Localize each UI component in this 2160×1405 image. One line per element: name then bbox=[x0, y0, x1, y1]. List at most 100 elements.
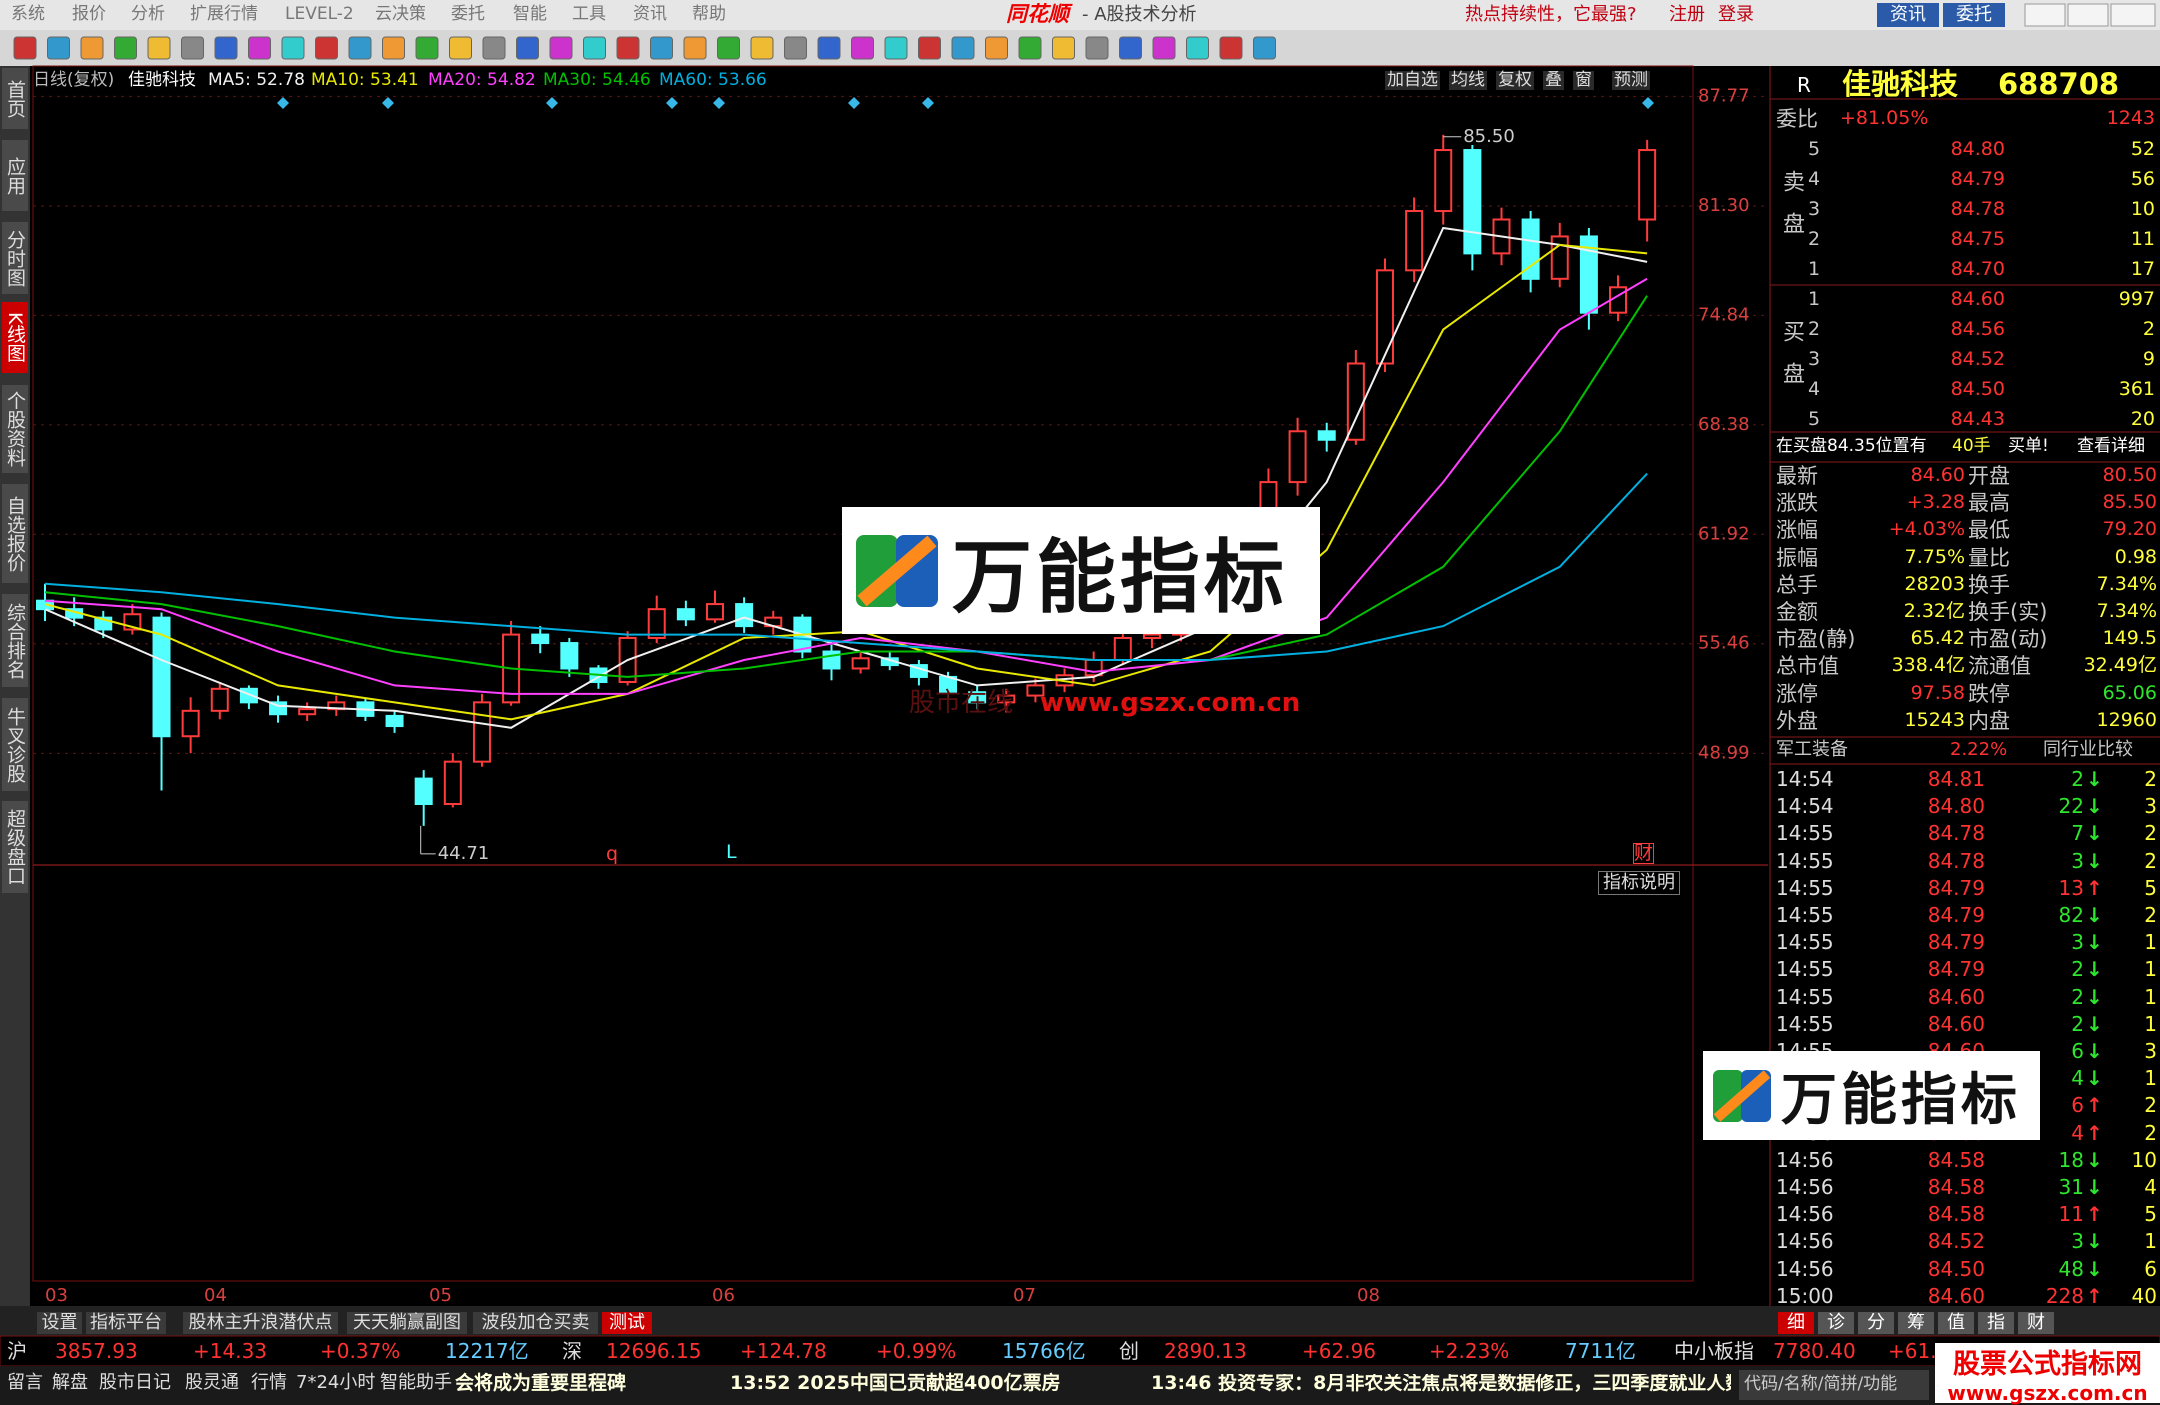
chart-button[interactable]: 预测 bbox=[1612, 70, 1650, 90]
chart-button[interactable]: 叠 bbox=[1543, 70, 1564, 90]
toolbar-icon[interactable] bbox=[683, 36, 707, 60]
sidebar-tab[interactable]: K线图 bbox=[2, 302, 28, 373]
side-tab[interactable]: 分 bbox=[1858, 1312, 1894, 1334]
toolbar-icon[interactable] bbox=[884, 36, 908, 60]
sidebar-tab[interactable]: 超级盘口 bbox=[2, 801, 28, 893]
side-tab[interactable]: 值 bbox=[1938, 1312, 1974, 1334]
toolbar-icon[interactable] bbox=[784, 36, 807, 60]
toolbar-icon[interactable] bbox=[1018, 36, 1042, 60]
toolbar-icon[interactable] bbox=[281, 36, 305, 60]
toolbar-icon[interactable] bbox=[1186, 36, 1209, 60]
menu-item[interactable]: LEVEL-2 bbox=[285, 4, 354, 24]
toolbar-icon[interactable] bbox=[985, 36, 1008, 60]
toolbar-icon[interactable] bbox=[516, 36, 539, 60]
toolbar-icon[interactable] bbox=[248, 36, 271, 60]
menu-item[interactable]: 资讯 bbox=[633, 4, 667, 24]
toolbar-icon[interactable] bbox=[482, 36, 506, 60]
toolbar-icon[interactable] bbox=[583, 36, 606, 60]
news-button[interactable]: 7*24小时 bbox=[296, 1372, 376, 1393]
menu-item[interactable]: 扩展行情 bbox=[190, 4, 258, 24]
industry-compare[interactable]: 同行业比较 bbox=[2043, 739, 2133, 760]
toolbar-icon[interactable] bbox=[147, 36, 171, 60]
menu-item[interactable]: 系统 bbox=[11, 4, 45, 24]
menu-item[interactable]: 智能 bbox=[513, 4, 547, 24]
toolbar-icon[interactable] bbox=[1219, 36, 1243, 60]
toolbar-icon[interactable] bbox=[1119, 36, 1142, 60]
login-link[interactable]: 登录 bbox=[1718, 4, 1754, 25]
menu-item[interactable]: 帮助 bbox=[692, 4, 726, 24]
toolbar-icon[interactable] bbox=[47, 36, 70, 60]
toolbar-icon[interactable] bbox=[616, 36, 640, 60]
menu-item[interactable]: 分析 bbox=[131, 4, 165, 24]
sidebar-tab[interactable]: 个股资料 bbox=[2, 385, 28, 473]
news-button[interactable]: 智能助手 bbox=[380, 1372, 452, 1393]
side-tab[interactable]: 财 bbox=[2018, 1312, 2054, 1334]
sidebar-tab[interactable]: 牛叉诊股 bbox=[2, 698, 28, 791]
sidebar-tab[interactable]: 首页 bbox=[2, 68, 28, 129]
trade-button[interactable]: 委托 bbox=[1943, 3, 2005, 27]
toolbar-icon[interactable] bbox=[1052, 36, 1075, 60]
bottom-tab[interactable]: 股林主升浪潜伏点 bbox=[183, 1312, 338, 1334]
menu-item[interactable]: 报价 bbox=[72, 4, 106, 24]
search-hint[interactable]: 代码/名称/简拼/功能 bbox=[1744, 1374, 1898, 1394]
toolbar-icon[interactable] bbox=[449, 36, 472, 60]
ratio-label: 委比 bbox=[1776, 107, 1818, 131]
toolbar-icon[interactable] bbox=[717, 36, 740, 60]
sidebar-tab[interactable]: 分时图 bbox=[2, 222, 28, 294]
toolbar-icon[interactable] bbox=[382, 36, 405, 60]
toolbar-icon[interactable] bbox=[817, 36, 841, 60]
chart-button[interactable]: 加自选 bbox=[1385, 70, 1440, 90]
toolbar-icon[interactable] bbox=[1152, 36, 1176, 60]
toolbar-icon[interactable] bbox=[951, 36, 975, 60]
bottom-tab[interactable]: 波段加仓买卖 bbox=[473, 1312, 598, 1334]
close-button[interactable] bbox=[2110, 3, 2156, 27]
menu-item[interactable]: 云决策 bbox=[375, 4, 426, 24]
indicator-help[interactable]: 指标说明 bbox=[1598, 871, 1680, 895]
detail-link[interactable]: 查看详细 bbox=[2077, 436, 2145, 456]
toolbar-icon[interactable] bbox=[918, 36, 941, 60]
side-tab[interactable]: 诊 bbox=[1818, 1312, 1854, 1334]
search-box[interactable] bbox=[1739, 1370, 1929, 1400]
news-button[interactable]: 留言 bbox=[7, 1372, 43, 1393]
side-tab[interactable]: 指 bbox=[1978, 1312, 2014, 1334]
menu-item[interactable]: 委托 bbox=[451, 4, 485, 24]
register-link[interactable]: 注册 bbox=[1669, 4, 1705, 25]
toolbar-icon[interactable] bbox=[1085, 36, 1109, 60]
toolbar-icon[interactable] bbox=[348, 36, 372, 60]
toolbar-icon[interactable] bbox=[80, 36, 104, 60]
bottom-tab[interactable]: 指标平台 bbox=[86, 1312, 166, 1334]
toolbar-icon[interactable] bbox=[114, 36, 137, 60]
x-tick-label: 06 bbox=[712, 1285, 735, 1306]
bottom-tab[interactable]: 设置 bbox=[37, 1312, 82, 1334]
side-tab[interactable]: 筹 bbox=[1898, 1312, 1934, 1334]
news-button[interactable]: 股灵通 bbox=[185, 1372, 239, 1393]
bottom-tab[interactable]: 天天躺赢副图 bbox=[347, 1312, 467, 1334]
toolbar-icon[interactable] bbox=[650, 36, 673, 60]
side-tab[interactable]: 细 bbox=[1778, 1312, 1814, 1334]
sidebar-tab[interactable]: 综合排名 bbox=[2, 594, 28, 687]
toolbar-icon[interactable] bbox=[415, 36, 439, 60]
sidebar-tab[interactable]: 自选报价 bbox=[2, 484, 28, 583]
chart-button[interactable]: 窗 bbox=[1573, 70, 1594, 90]
toolbar-icon[interactable] bbox=[851, 36, 874, 60]
news-button[interactable]: 解盘 bbox=[52, 1372, 88, 1393]
restore-button[interactable] bbox=[2067, 3, 2109, 27]
menu-item[interactable]: 工具 bbox=[572, 4, 606, 24]
minimize-button[interactable] bbox=[2024, 3, 2066, 27]
chart-button[interactable]: 复权 bbox=[1496, 70, 1534, 90]
toolbar-icon[interactable] bbox=[214, 36, 238, 60]
index-field: 12217亿 bbox=[445, 1339, 529, 1363]
toolbar-icon[interactable] bbox=[181, 36, 204, 60]
toolbar-icon[interactable] bbox=[1253, 36, 1276, 60]
chart-button[interactable]: 均线 bbox=[1449, 70, 1487, 90]
news-button[interactable]: 行情 bbox=[251, 1372, 287, 1393]
promo-link[interactable]: 热点持续性，它最强? bbox=[1465, 4, 1637, 25]
toolbar-icon[interactable] bbox=[549, 36, 573, 60]
bottom-tab[interactable]: 测试 bbox=[602, 1312, 652, 1334]
news-button[interactable]: 资讯 bbox=[1877, 3, 1939, 27]
sidebar-tab[interactable]: 应用 bbox=[2, 140, 28, 211]
news-button[interactable]: 股市日记 bbox=[99, 1372, 171, 1393]
toolbar-icon[interactable] bbox=[315, 36, 338, 60]
toolbar-icon[interactable] bbox=[750, 36, 774, 60]
toolbar-icon[interactable] bbox=[13, 36, 37, 60]
